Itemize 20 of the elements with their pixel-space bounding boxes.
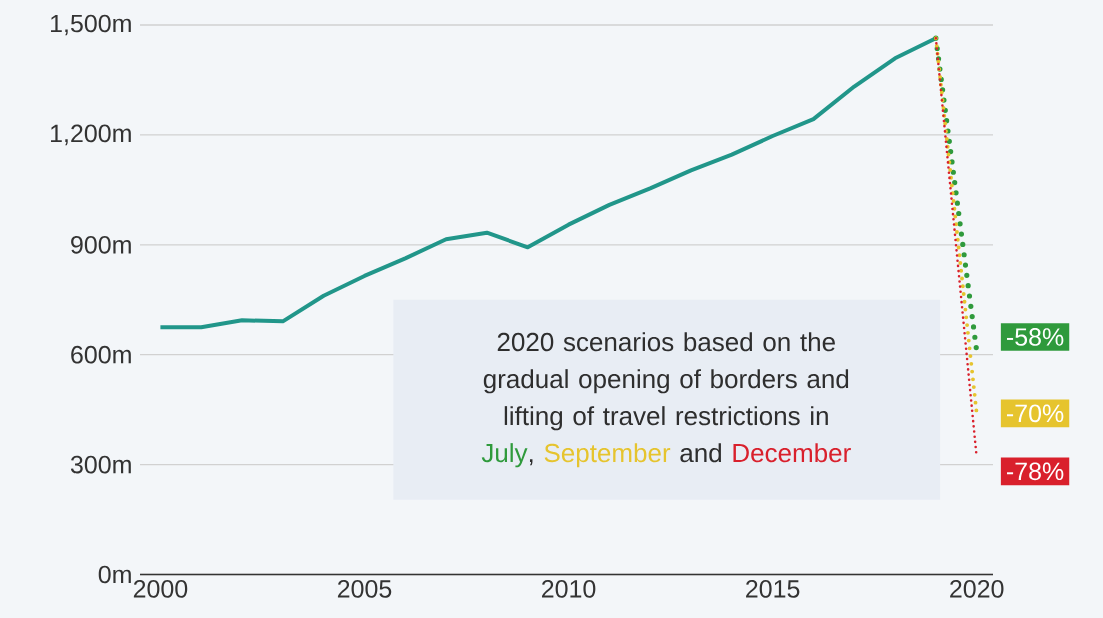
text: July — [481, 443, 528, 468]
text: December — [733, 443, 851, 463]
y-tick-label: 900m — [71, 235, 131, 254]
y-tick-label: 1,500m — [50, 14, 131, 36]
annotation: , — [529, 459, 533, 466]
line-series — [158, 36, 938, 330]
x-tick-label: 2020 — [950, 580, 1004, 598]
y-tick-label: 600m — [71, 345, 131, 364]
text: September — [544, 443, 671, 468]
text: -70% — [1006, 404, 1064, 423]
y-tick-label: 0m — [98, 565, 131, 584]
x-tick-label: 2000 — [133, 580, 188, 598]
y-tick-label: 1,200m — [50, 124, 131, 146]
annotation: and — [680, 443, 721, 463]
x-tick-label: 2010 — [541, 580, 596, 598]
text: -58% — [1006, 328, 1064, 346]
x-tick-label: 2005 — [337, 580, 392, 598]
x-tick-label: 2015 — [746, 580, 800, 598]
text: -78% — [1006, 462, 1064, 481]
y-tick-label: 300m — [70, 455, 131, 474]
